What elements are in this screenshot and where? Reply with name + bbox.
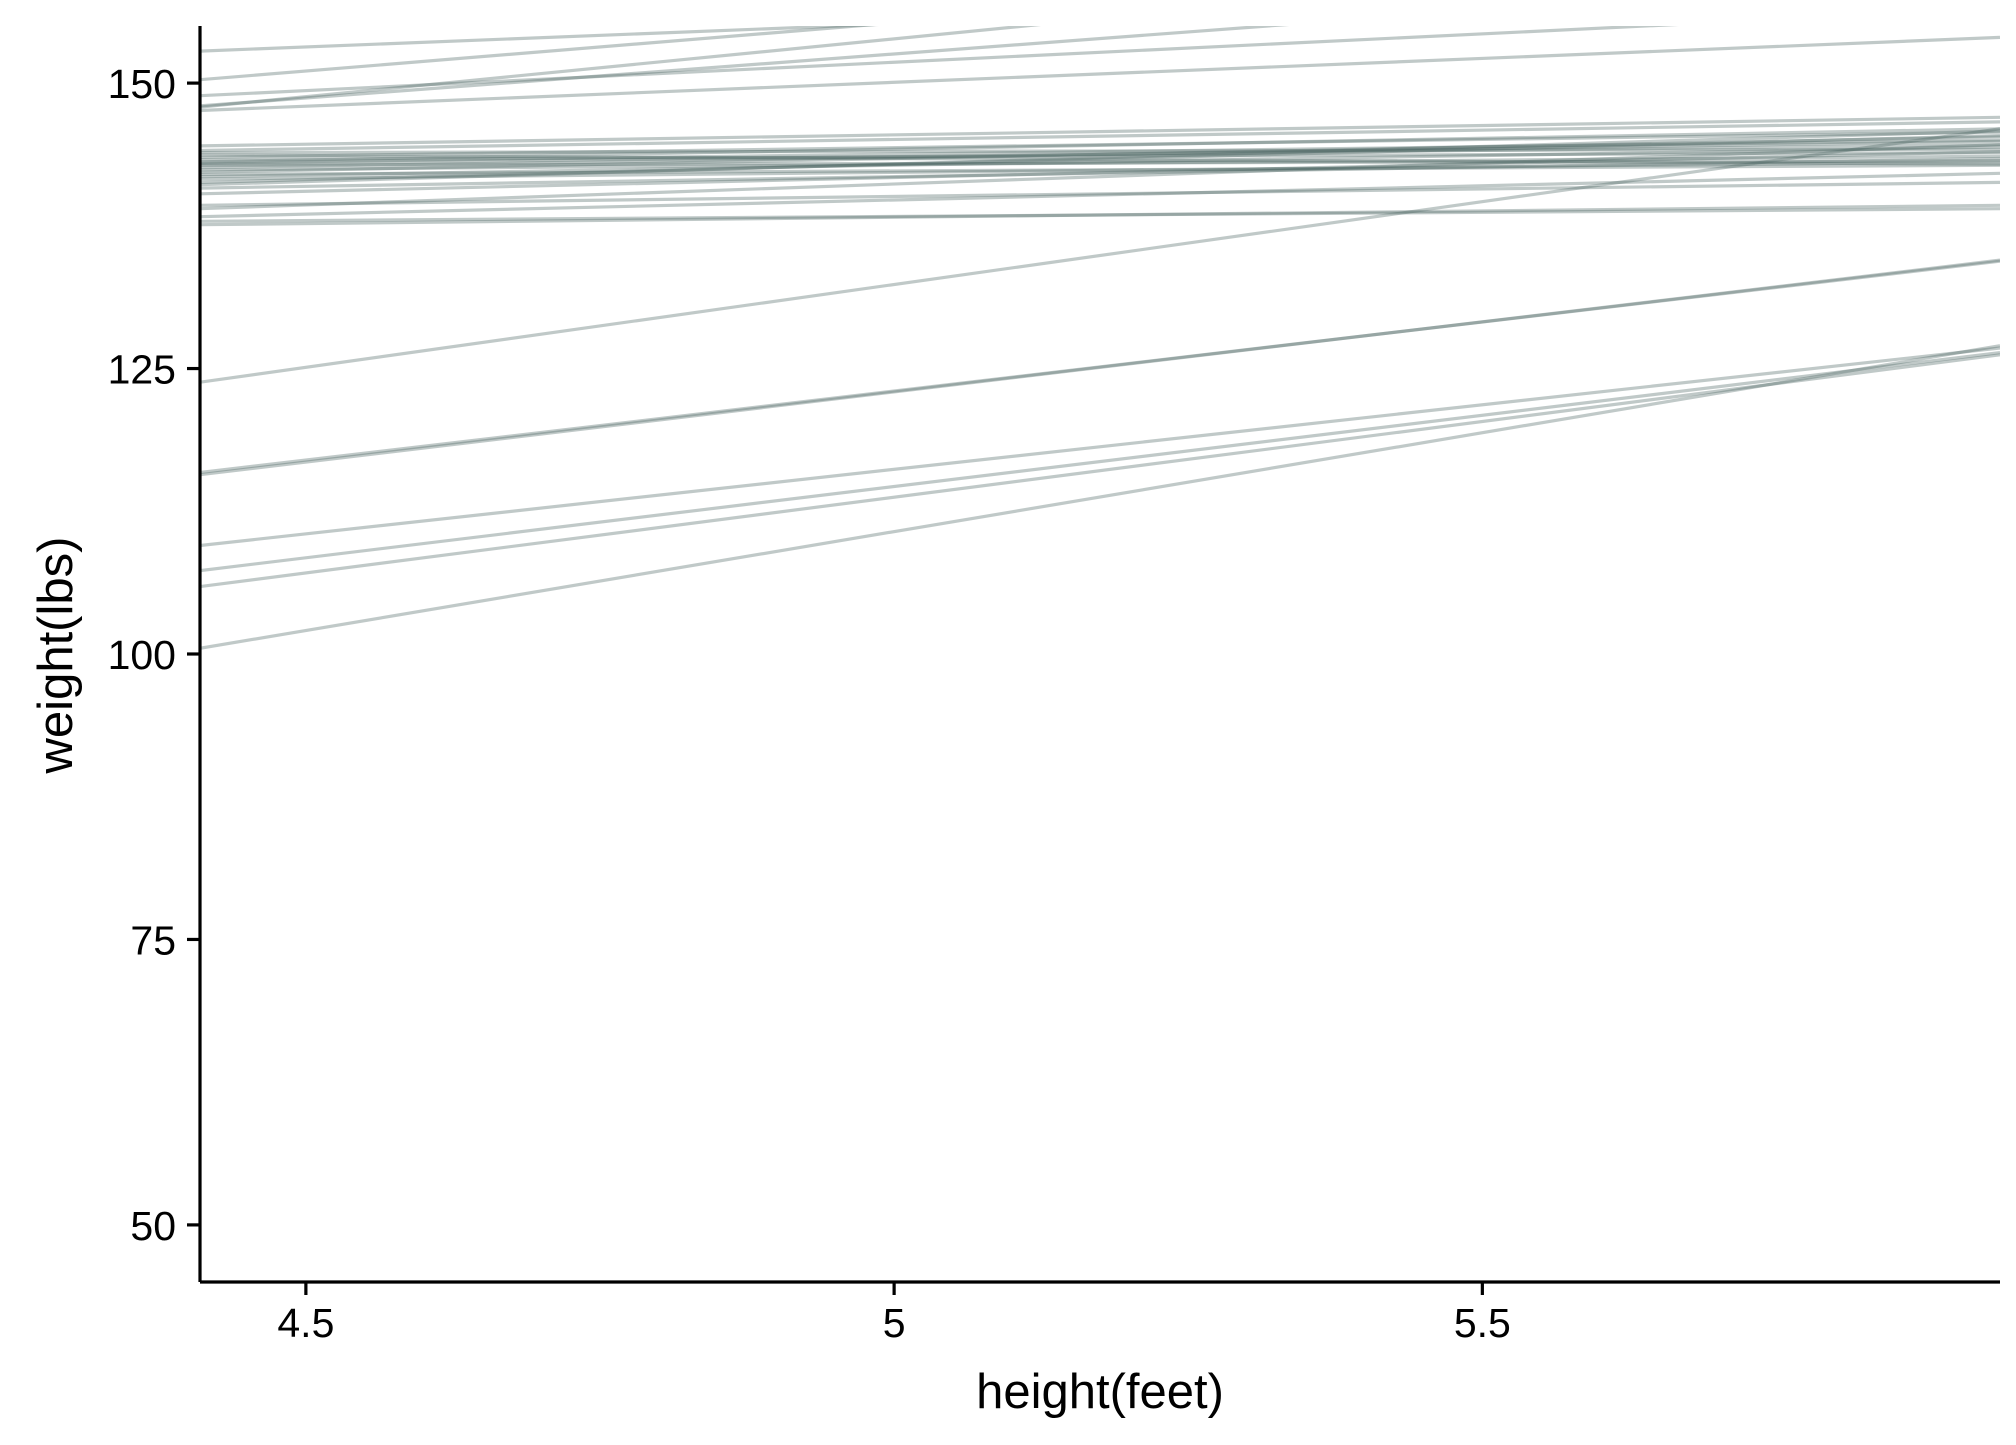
series-line-25 bbox=[200, 153, 2000, 166]
series-line-31 bbox=[200, 26, 1290, 108]
series-line-33 bbox=[200, 26, 876, 82]
series-line-37 bbox=[200, 129, 2000, 187]
y-axis-title: weight(lbs) bbox=[29, 537, 83, 775]
series-line-2 bbox=[200, 351, 2000, 573]
series-line-14 bbox=[200, 160, 2000, 181]
series-line-16 bbox=[200, 163, 2000, 176]
y-tick-label: 100 bbox=[108, 632, 176, 678]
series-line-29 bbox=[200, 35, 2000, 113]
series-line-15 bbox=[200, 145, 2000, 179]
series-line-6 bbox=[200, 127, 2000, 384]
series-line-30 bbox=[200, 26, 1042, 109]
x-tick-label: 5.5 bbox=[1454, 1300, 1511, 1346]
series-line-27 bbox=[200, 120, 2000, 153]
series-line-19 bbox=[200, 139, 2000, 170]
x-tick-label: 5 bbox=[883, 1300, 906, 1346]
series-line-32 bbox=[200, 26, 1679, 98]
y-tick-label: 50 bbox=[130, 1203, 176, 1249]
series-line-23 bbox=[200, 151, 2000, 162]
series-line-21 bbox=[200, 138, 2000, 165]
series-line-10 bbox=[200, 143, 2000, 211]
axes: 4.5 5 5.5 50 75 100 125 150 bbox=[108, 26, 2000, 1346]
series-line-35 bbox=[200, 156, 2000, 190]
series-line-4 bbox=[200, 258, 2000, 477]
series-line-18 bbox=[200, 154, 2000, 172]
series-line-36 bbox=[200, 143, 2000, 166]
series-line-17 bbox=[200, 135, 2000, 174]
series-line-9 bbox=[200, 171, 2000, 219]
series-line-34 bbox=[200, 26, 879, 53]
series-line-3 bbox=[200, 346, 2000, 548]
series-line-12 bbox=[200, 150, 2000, 196]
y-tick-label: 150 bbox=[108, 61, 176, 107]
series-line-28 bbox=[200, 115, 2000, 148]
series-line-13 bbox=[200, 134, 2000, 184]
series-line-22 bbox=[200, 127, 2000, 164]
series-line-7 bbox=[200, 203, 2000, 227]
series-line-26 bbox=[200, 147, 2000, 155]
y-tick-label: 125 bbox=[108, 347, 176, 393]
series-lines bbox=[200, 26, 2000, 650]
series-line-11 bbox=[200, 180, 2000, 207]
series-line-0 bbox=[200, 344, 2000, 650]
series-line-5 bbox=[200, 259, 2000, 475]
series-line-20 bbox=[200, 159, 2000, 167]
x-tick-label: 4.5 bbox=[277, 1300, 334, 1346]
series-line-1 bbox=[200, 353, 2000, 589]
series-line-24 bbox=[200, 130, 2000, 159]
series-line-8 bbox=[200, 207, 2000, 223]
y-tick-label: 75 bbox=[130, 917, 176, 963]
x-axis-title: height(feet) bbox=[976, 1365, 1224, 1419]
